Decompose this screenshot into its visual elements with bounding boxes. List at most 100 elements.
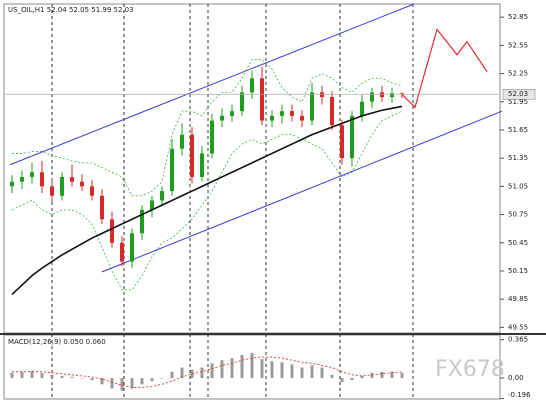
macd-bar	[170, 371, 174, 379]
candle-body	[190, 134, 194, 177]
macd-bar	[50, 374, 54, 379]
candle-body	[400, 93, 404, 95]
candle-body	[200, 153, 204, 177]
macd-bar	[280, 362, 284, 379]
y-tick-label: 51.05	[508, 182, 528, 190]
macd-bar	[320, 367, 324, 379]
macd-bar	[150, 378, 154, 382]
candle-body	[90, 186, 94, 196]
macd-bar	[290, 364, 294, 379]
macd-bar	[400, 372, 404, 379]
macd-bar	[300, 367, 304, 379]
candle-body	[130, 233, 134, 262]
y-tick-label: 51.65	[508, 126, 528, 134]
y-tick-label: 49.55	[508, 323, 528, 331]
moving-average	[11, 105, 403, 296]
y-tick-label: 52.25	[508, 70, 528, 78]
macd-bar	[190, 369, 194, 379]
candle-body	[360, 101, 364, 116]
macd-bar	[390, 371, 394, 379]
candle-body	[290, 111, 294, 116]
band-lower	[11, 110, 403, 291]
macd-bar	[220, 360, 224, 379]
candle-body	[50, 186, 54, 196]
band-upper	[12, 59, 403, 197]
macd-bar	[180, 367, 184, 379]
macd-bar	[20, 371, 24, 379]
candle-body	[220, 115, 224, 121]
macd-bar	[350, 378, 354, 381]
macd-bar	[370, 372, 374, 379]
candle-body	[70, 176, 74, 182]
last-price-box	[502, 88, 536, 100]
macd-bar	[140, 378, 144, 385]
watermark: FX678	[435, 357, 505, 382]
candle-body	[110, 219, 114, 243]
macd-bar	[340, 378, 344, 383]
y-tick-label: 51.35	[508, 154, 528, 162]
y-tick-label: 52.55	[508, 41, 528, 49]
candle-body	[10, 181, 14, 187]
last-price-label: 52.03	[508, 90, 528, 98]
candle-body	[140, 209, 144, 234]
macd-bar	[120, 378, 124, 391]
y-tick-label: 0.00	[508, 374, 524, 382]
candle-body	[30, 172, 34, 177]
macd-bar	[130, 378, 134, 389]
candle-body	[20, 176, 24, 182]
candle-body	[370, 92, 374, 102]
candle-body	[40, 172, 44, 187]
macd-bar	[90, 378, 94, 381]
candle-body	[230, 111, 234, 116]
candle-body	[300, 115, 304, 121]
candle-body	[120, 242, 124, 262]
y-tick-label: 49.85	[508, 295, 528, 303]
macd-bar	[330, 374, 334, 379]
y-tick-label: 51.95	[508, 98, 528, 106]
candle-body	[170, 148, 174, 192]
candle-body	[100, 195, 104, 220]
candle-body	[80, 181, 84, 187]
macd-bar	[60, 375, 64, 379]
candle-body	[380, 92, 384, 98]
candle-body	[250, 78, 254, 93]
macd-bar	[260, 359, 264, 379]
candle-body	[180, 134, 184, 149]
y-tick-label: 50.75	[508, 211, 528, 219]
candle-body	[210, 120, 214, 154]
candle-body	[150, 200, 154, 210]
macd-signal	[12, 356, 403, 388]
channel-upper	[9, 3, 415, 166]
macd-bar	[100, 378, 104, 385]
y-tick-label: 50.15	[508, 267, 528, 275]
macd-bar	[240, 354, 244, 379]
macd-bar	[110, 378, 114, 389]
candle-body	[60, 176, 64, 196]
candle-body	[280, 111, 284, 116]
candle-body	[240, 92, 244, 112]
macd-bar	[210, 363, 214, 379]
macd-bar	[30, 370, 34, 379]
macd-bar	[310, 365, 314, 379]
candle-body	[340, 125, 344, 159]
candle-body	[330, 97, 334, 126]
macd-bar	[70, 376, 74, 379]
macd-bar	[80, 378, 84, 379]
y-tick-label: -0.196	[508, 391, 531, 399]
forecast-line	[401, 28, 488, 109]
macd-bar	[230, 358, 234, 379]
y-tick-label: 50.45	[508, 239, 528, 247]
macd-bar	[250, 352, 254, 379]
macd-bar	[380, 371, 384, 379]
macd-bar	[10, 372, 14, 379]
macd-bar	[270, 361, 274, 379]
candle-body	[310, 92, 314, 121]
y-tick-label: 0.365	[508, 336, 528, 344]
chart-title: US_OIL,H1 52.04 52.05 51.99 52.03	[8, 6, 134, 14]
candle-body	[320, 92, 324, 98]
macd-title: MACD(12,26,9) 0.050 0.060	[8, 338, 106, 346]
candle-body	[270, 115, 274, 121]
macd-bar	[160, 378, 164, 379]
macd-bar	[200, 367, 204, 379]
